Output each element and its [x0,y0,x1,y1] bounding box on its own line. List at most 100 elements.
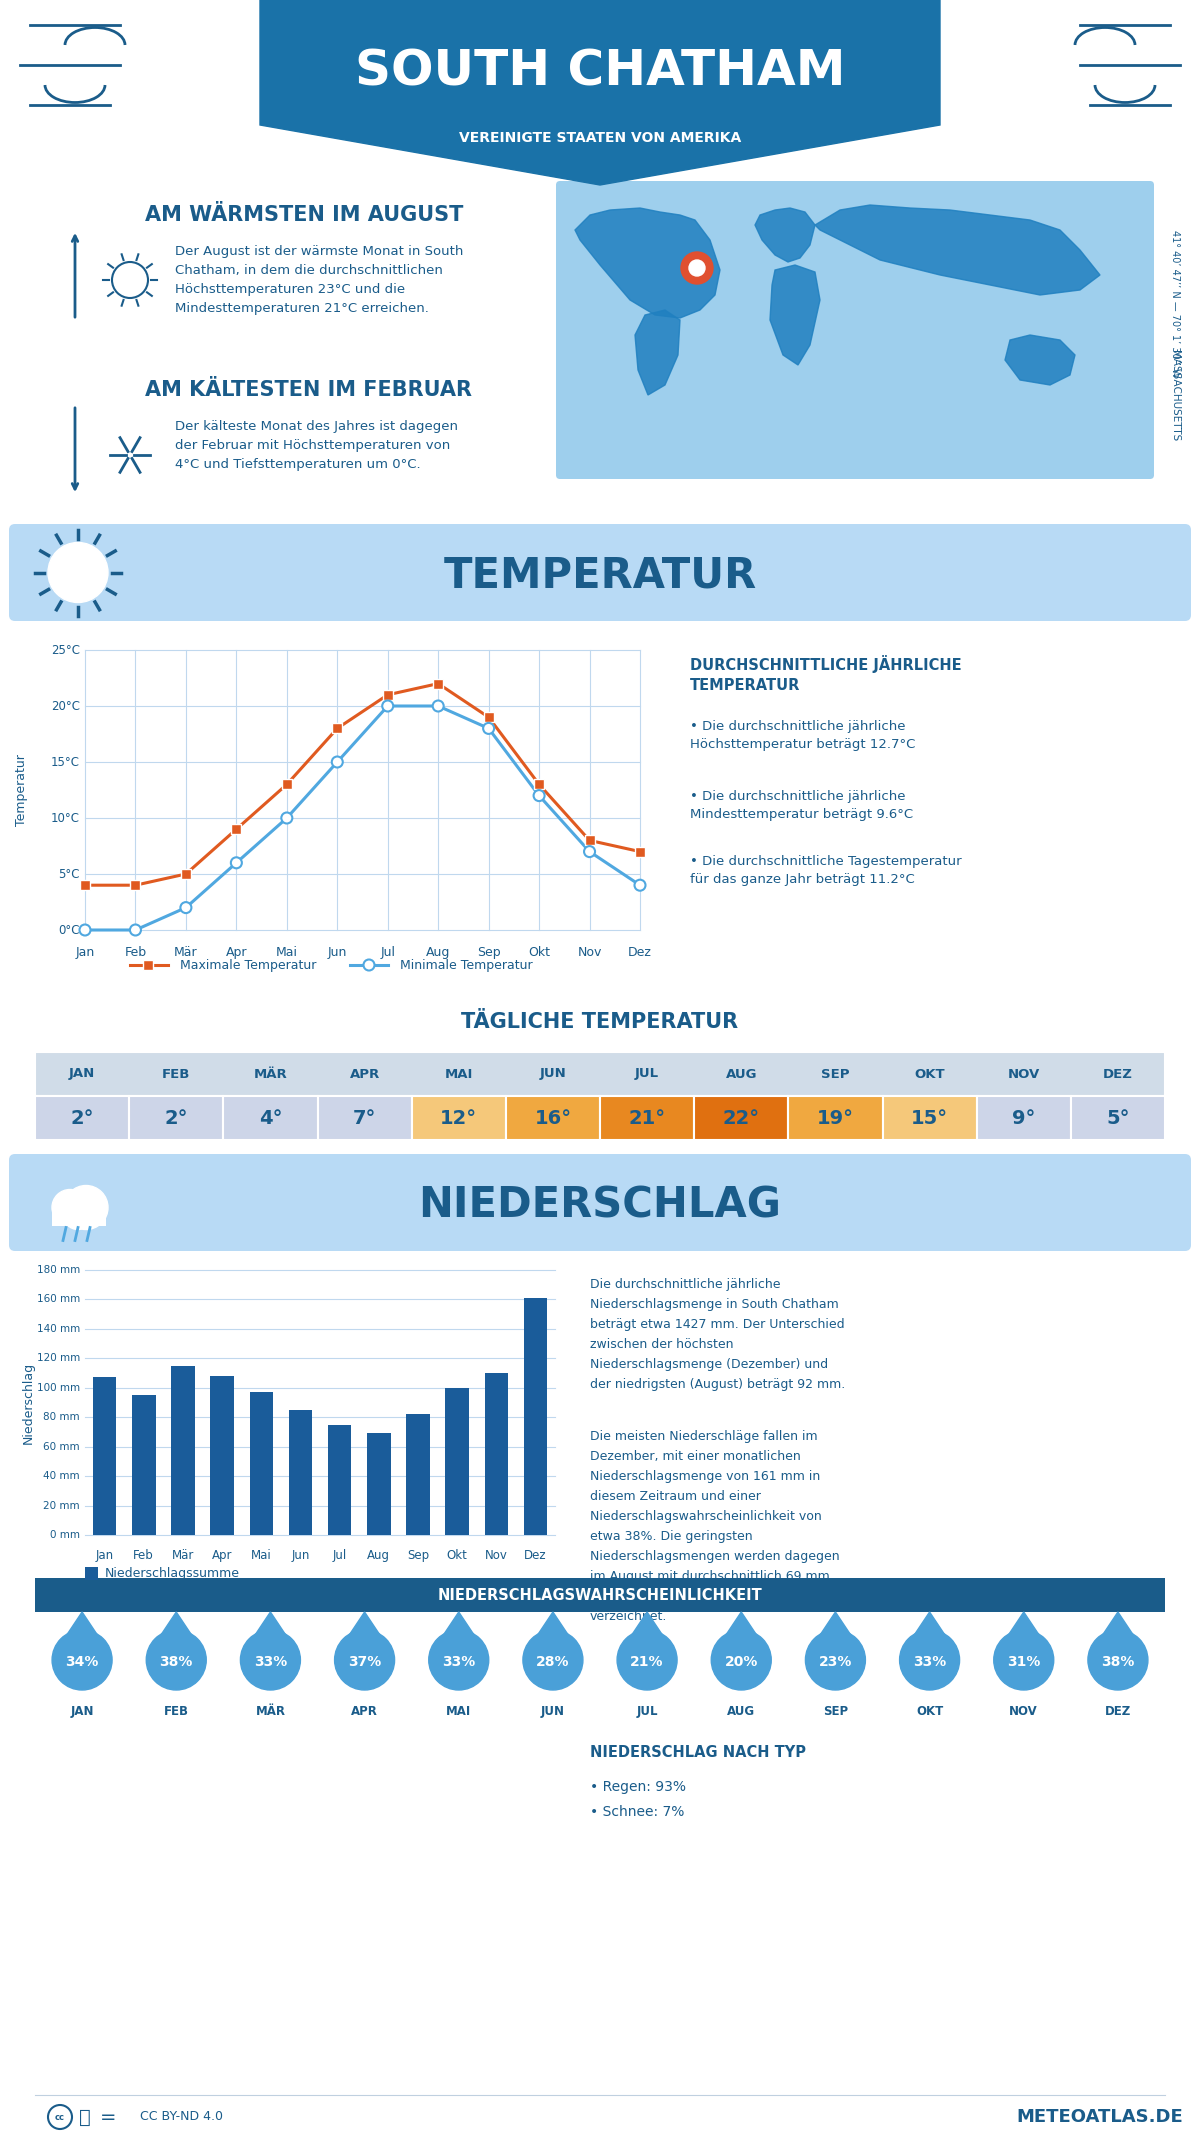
FancyBboxPatch shape [35,1096,130,1141]
FancyBboxPatch shape [433,678,443,689]
Text: Niederschlagssumme: Niederschlagssumme [106,1566,240,1579]
Polygon shape [635,310,680,396]
Circle shape [484,723,494,734]
Text: Jun: Jun [328,946,347,959]
Text: 5°C: 5°C [59,867,80,880]
Polygon shape [440,1611,476,1639]
Circle shape [712,1631,772,1691]
Text: AUG: AUG [727,1706,755,1718]
Circle shape [805,1631,865,1691]
FancyBboxPatch shape [332,723,342,734]
Polygon shape [1006,1611,1042,1639]
Text: 10°C: 10°C [50,811,80,824]
Text: 15°: 15° [911,1109,948,1128]
FancyBboxPatch shape [556,182,1154,479]
Text: Sep: Sep [476,946,500,959]
FancyBboxPatch shape [35,1577,1165,1611]
Text: 19°: 19° [817,1109,854,1128]
Text: NOV: NOV [1009,1706,1038,1718]
FancyBboxPatch shape [92,1378,116,1534]
FancyBboxPatch shape [412,1096,506,1141]
Polygon shape [252,1611,288,1639]
Text: Niederschlag: Niederschlag [22,1361,35,1444]
Text: Nov: Nov [577,946,601,959]
Text: Jan: Jan [76,946,95,959]
Text: Mär: Mär [174,946,198,959]
Text: Mai: Mai [276,946,298,959]
Text: • Die durchschnittliche jährliche
Höchsttemperatur beträgt 12.7°C: • Die durchschnittliche jährliche Höchst… [690,719,916,751]
Polygon shape [1006,336,1075,385]
Circle shape [335,1631,395,1691]
FancyBboxPatch shape [232,824,241,835]
Text: DEZ: DEZ [1103,1068,1133,1081]
FancyBboxPatch shape [506,1096,600,1141]
FancyBboxPatch shape [406,1415,430,1534]
Circle shape [331,758,343,768]
Text: JUN: JUN [540,1068,566,1081]
Circle shape [130,924,140,935]
Text: 5°: 5° [1106,1109,1129,1128]
Text: 9°: 9° [1012,1109,1036,1128]
Text: 37%: 37% [348,1654,382,1669]
Circle shape [635,880,646,890]
Text: APR: APR [349,1068,379,1081]
Text: 25°C: 25°C [50,644,80,657]
Circle shape [433,700,444,710]
FancyBboxPatch shape [367,1434,390,1534]
Polygon shape [724,1611,760,1639]
Polygon shape [64,1611,100,1639]
Circle shape [230,858,242,869]
Text: 100 mm: 100 mm [37,1382,80,1393]
FancyBboxPatch shape [35,1053,1165,1096]
Polygon shape [755,208,815,261]
Text: 34%: 34% [65,1654,98,1669]
Text: SOUTH CHATHAM: SOUTH CHATHAM [355,47,845,96]
Text: MAI: MAI [444,1068,473,1081]
FancyBboxPatch shape [131,880,140,890]
Text: Okt: Okt [528,946,550,959]
Polygon shape [817,1611,853,1639]
Text: Sep: Sep [407,1549,428,1562]
FancyBboxPatch shape [1070,1096,1165,1141]
Text: NOV: NOV [1008,1068,1040,1081]
Text: 0°C: 0°C [59,924,80,937]
Text: • Die durchschnittliche jährliche
Mindesttemperatur beträgt 9.6°C: • Die durchschnittliche jährliche Mindes… [690,790,913,822]
FancyBboxPatch shape [181,869,191,880]
Text: 15°C: 15°C [50,755,80,768]
Text: Jul: Jul [332,1549,347,1562]
Text: 21°: 21° [629,1109,666,1128]
Text: • Regen: 93%: • Regen: 93% [590,1780,686,1793]
Polygon shape [629,1611,665,1639]
Text: 38%: 38% [1102,1654,1135,1669]
Text: Nov: Nov [485,1549,508,1562]
Text: 33%: 33% [442,1654,475,1669]
Circle shape [52,1631,112,1691]
Circle shape [1088,1631,1148,1691]
Text: SEP: SEP [821,1068,850,1081]
Text: 41° 40’ 47’’ N — 70° 1’ 30’’ W: 41° 40’ 47’’ N — 70° 1’ 30’’ W [1170,229,1180,377]
Circle shape [52,1190,88,1226]
Text: JUN: JUN [541,1706,565,1718]
FancyBboxPatch shape [52,1207,106,1226]
Text: Minimale Temperatur: Minimale Temperatur [400,959,533,972]
Text: • Schnee: 7%: • Schnee: 7% [590,1804,684,1819]
Circle shape [240,1631,300,1691]
Polygon shape [815,205,1100,295]
Text: 180 mm: 180 mm [37,1265,80,1275]
Text: Maximale Temperatur: Maximale Temperatur [180,959,317,972]
Text: NIEDERSCHLAG: NIEDERSCHLAG [419,1186,781,1226]
Text: TÄGLICHE TEMPERATUR: TÄGLICHE TEMPERATUR [462,1012,738,1031]
Text: 2°: 2° [164,1109,188,1128]
Circle shape [180,903,192,914]
Circle shape [994,1631,1054,1691]
Text: Dez: Dez [628,946,652,959]
Text: OKT: OKT [916,1706,943,1718]
Text: ⓘ: ⓘ [79,2108,91,2127]
Circle shape [112,261,148,297]
Polygon shape [158,1611,194,1639]
Text: Der kälteste Monat des Jahres ist dagegen
der Februar mit Höchsttemperaturen von: Der kälteste Monat des Jahres ist dagege… [175,419,458,471]
Text: 120 mm: 120 mm [37,1352,80,1363]
FancyBboxPatch shape [223,1096,318,1141]
Polygon shape [575,208,720,319]
FancyBboxPatch shape [10,1153,1190,1252]
